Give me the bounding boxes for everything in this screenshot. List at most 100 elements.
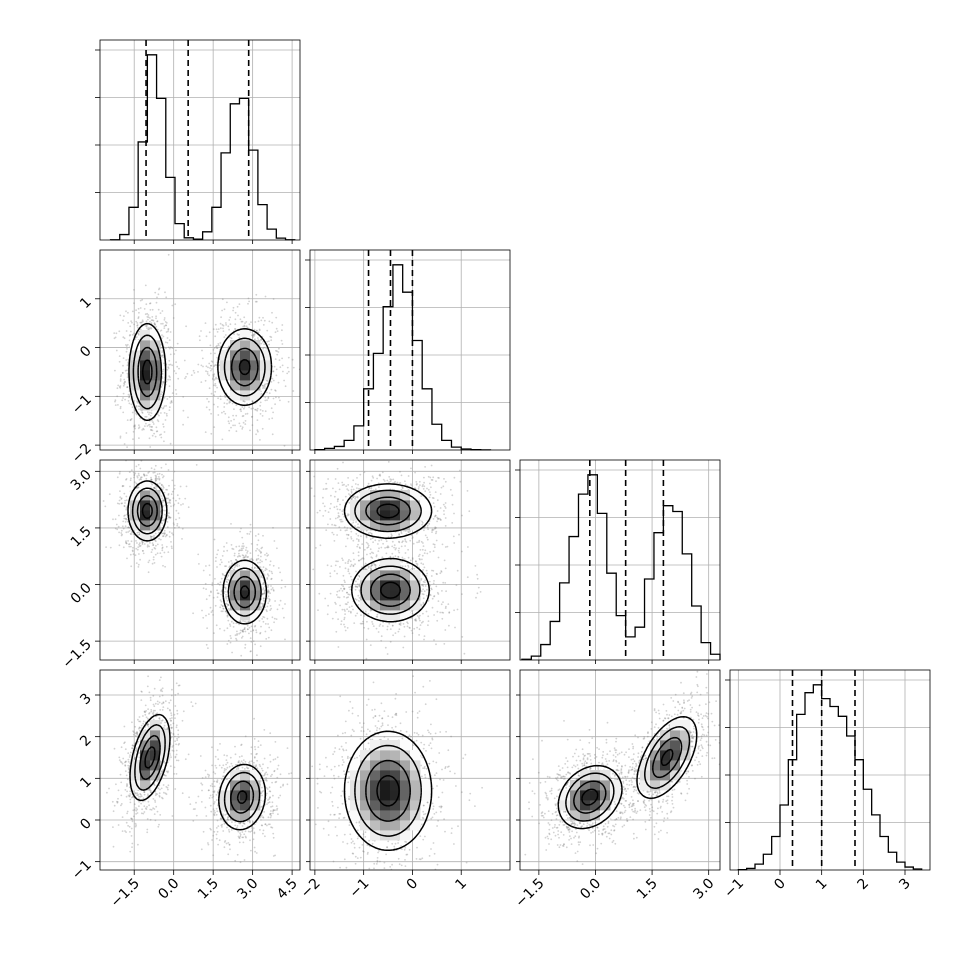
sample-point: [167, 494, 170, 496]
sample-point: [249, 637, 252, 639]
sample-point: [131, 747, 133, 750]
sample-point: [221, 605, 224, 608]
sample-point: [147, 316, 150, 319]
sample-point: [169, 353, 172, 356]
sample-point: [122, 411, 125, 414]
sample-point: [125, 531, 128, 534]
sample-point: [238, 552, 240, 555]
sample-point: [292, 366, 295, 369]
sample-point: [167, 253, 170, 256]
sample-point: [130, 565, 133, 568]
sample-point: [205, 370, 207, 372]
sample-point: [151, 562, 154, 565]
sample-point: [184, 377, 186, 380]
sample-point: [161, 797, 164, 800]
density-bin: [150, 520, 161, 531]
sample-point: [221, 610, 224, 613]
sample-point: [215, 794, 218, 796]
sample-point: [214, 364, 216, 366]
sample-point: [182, 409, 185, 412]
sample-point: [113, 747, 116, 750]
sample-point: [125, 760, 127, 763]
sample-point: [121, 533, 123, 536]
sample-point: [287, 356, 290, 359]
sample-point: [178, 526, 180, 528]
sample-point: [177, 736, 180, 739]
sample-point: [125, 517, 127, 520]
sample-point: [152, 544, 155, 546]
sample-point: [271, 773, 273, 776]
sample-point: [147, 561, 150, 564]
sample-point: [116, 800, 118, 803]
sample-point: [136, 487, 138, 490]
sample-point: [114, 369, 116, 372]
sample-point: [126, 784, 128, 787]
sample-point: [205, 614, 207, 617]
sample-point: [163, 396, 166, 399]
sample-point: [226, 301, 228, 304]
sample-point: [134, 734, 137, 737]
sample-point: [279, 399, 281, 402]
sample-point: [153, 547, 156, 549]
sample-point: [117, 797, 119, 800]
sample-point: [259, 409, 262, 411]
sample-point: [232, 622, 235, 625]
sample-point: [214, 323, 217, 326]
sample-point: [166, 414, 168, 417]
sample-point: [217, 328, 220, 330]
sample-point: [136, 548, 139, 551]
sample-point: [118, 503, 121, 505]
sample-point: [251, 829, 254, 831]
sample-point: [242, 630, 245, 633]
sample-point: [149, 302, 151, 305]
sample-point: [219, 398, 222, 401]
sample-point: [269, 812, 272, 815]
sample-point: [270, 388, 273, 391]
sample-point: [243, 628, 246, 630]
sample-point: [114, 527, 117, 530]
sample-point: [279, 599, 282, 602]
sample-point: [133, 757, 136, 759]
sample-point: [167, 366, 170, 369]
sample-point: [161, 484, 163, 486]
density-bin: [240, 340, 251, 351]
sample-point: [174, 740, 177, 743]
sample-point: [267, 591, 269, 593]
sample-point: [226, 595, 228, 598]
sample-point: [165, 331, 168, 333]
sample-point: [177, 733, 180, 736]
sample-point: [270, 570, 273, 573]
sample-point: [204, 431, 207, 433]
sample-point: [127, 540, 129, 542]
sample-point: [157, 825, 160, 828]
sample-point: [210, 590, 212, 593]
sample-point: [220, 604, 223, 606]
sample-point: [242, 400, 245, 402]
sample-point: [136, 401, 139, 404]
sample-point: [138, 474, 140, 477]
sample-point: [135, 807, 137, 809]
sample-point: [215, 813, 218, 816]
sample-point: [121, 371, 124, 374]
sample-point: [212, 771, 215, 773]
sample-point: [121, 399, 124, 402]
sample-point: [169, 442, 172, 445]
sample-point: [215, 833, 218, 836]
sample-point: [152, 558, 155, 561]
sample-point: [171, 304, 174, 307]
sample-point: [140, 321, 143, 324]
sample-point: [155, 792, 158, 795]
sample-point: [255, 852, 258, 854]
sample-point: [120, 804, 122, 807]
sample-point: [260, 576, 263, 579]
sample-point: [262, 324, 265, 326]
sample-point: [274, 389, 276, 392]
sample-point: [213, 379, 216, 381]
sample-point: [255, 408, 257, 411]
sample-point: [282, 370, 284, 373]
sample-point: [160, 688, 163, 691]
sample-point: [94, 355, 96, 357]
sample-point: [130, 418, 133, 420]
sample-point: [173, 523, 175, 526]
sample-point: [261, 560, 263, 563]
